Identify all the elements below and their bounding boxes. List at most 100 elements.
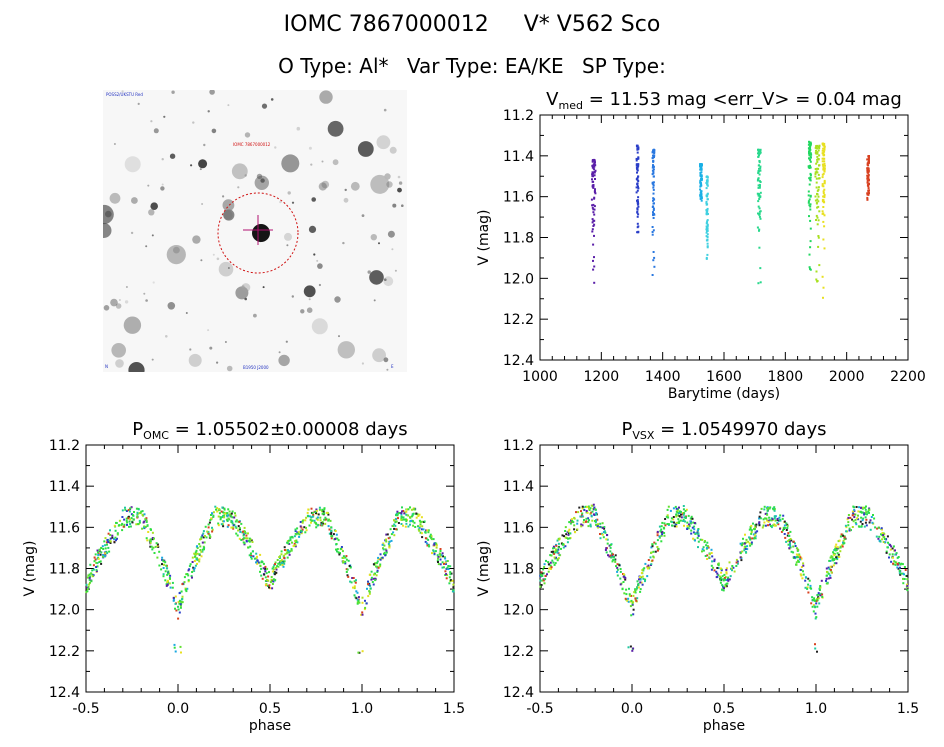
data-point (95, 570, 98, 573)
data-point (381, 543, 384, 546)
data-point (328, 532, 331, 535)
data-point (312, 513, 315, 516)
data-point (739, 542, 742, 545)
data-point (720, 569, 723, 572)
y-tick-label: 12.0 (49, 603, 80, 619)
y-tick-label: 12.0 (503, 271, 534, 287)
data-point (652, 207, 655, 210)
sky-star (161, 158, 164, 161)
data-point (795, 547, 798, 550)
data-point (888, 556, 890, 559)
data-point (719, 567, 722, 570)
data-point (433, 543, 436, 546)
data-point (396, 514, 399, 517)
data-point (155, 542, 158, 545)
data-point (891, 547, 894, 550)
data-point (816, 189, 819, 192)
data-point (699, 538, 702, 541)
data-point (595, 513, 598, 516)
data-point (906, 575, 909, 577)
y-tick-label: 11.8 (49, 562, 80, 578)
target-star (252, 224, 270, 242)
data-point (663, 532, 666, 534)
data-point (809, 178, 812, 181)
data-point (286, 541, 289, 544)
data-point (706, 198, 709, 201)
data-point (424, 537, 427, 540)
data-point (198, 553, 201, 556)
data-point (410, 515, 413, 518)
sky-star (209, 346, 213, 350)
data-point (100, 547, 103, 549)
data-point (227, 517, 230, 520)
data-point (445, 560, 448, 563)
data-point (637, 213, 640, 216)
data-point (624, 577, 627, 579)
data-point (875, 535, 878, 538)
data-point (830, 571, 833, 574)
data-point (896, 562, 899, 565)
data-point (818, 264, 821, 267)
y-tick-label: 12.4 (49, 685, 80, 701)
data-point (372, 577, 375, 580)
data-point (651, 226, 654, 228)
data-point (319, 519, 322, 522)
data-point (581, 515, 584, 518)
data-point (102, 548, 105, 550)
data-point (759, 181, 762, 183)
data-point (330, 526, 333, 529)
data-point (104, 544, 107, 547)
data-point (632, 594, 635, 597)
data-point (376, 571, 379, 573)
sky-star (370, 174, 390, 194)
data-point (594, 178, 596, 180)
y-tick-label: 11.2 (49, 438, 80, 454)
data-point (127, 515, 130, 518)
data-point (570, 518, 573, 521)
data-point (540, 571, 543, 574)
data-point (637, 196, 640, 199)
data-point (547, 561, 550, 564)
data-point (129, 525, 132, 528)
data-point (549, 554, 552, 557)
data-point (130, 506, 133, 509)
data-point (268, 586, 270, 589)
data-point (644, 580, 646, 583)
data-point (680, 513, 682, 516)
data-point (540, 584, 543, 586)
data-point (179, 604, 182, 607)
data-point (310, 521, 312, 524)
data-point (809, 174, 812, 176)
data-point (339, 547, 342, 550)
data-point (273, 564, 276, 567)
data-point (113, 541, 116, 544)
data-point (744, 533, 746, 536)
data-point (819, 585, 822, 587)
data-point (247, 546, 250, 549)
data-point (808, 198, 811, 201)
data-point (868, 189, 870, 192)
data-point (321, 508, 324, 511)
sky-star (318, 182, 327, 191)
data-point (593, 171, 596, 174)
season-group (807, 140, 813, 271)
data-point (397, 517, 399, 520)
data-point (636, 231, 639, 234)
data-point (630, 594, 632, 597)
data-point (122, 525, 125, 528)
data-point (550, 566, 553, 569)
data-point (565, 537, 568, 539)
data-point (631, 602, 634, 605)
data-point (750, 529, 753, 532)
data-point (712, 566, 715, 569)
data-point (825, 577, 828, 580)
data-point (794, 542, 796, 545)
data-point (101, 555, 104, 558)
data-point (419, 531, 422, 534)
data-point (904, 569, 907, 571)
data-point (591, 206, 594, 209)
data-point (282, 565, 285, 568)
data-point (838, 555, 841, 558)
data-point (808, 177, 811, 180)
data-point (201, 534, 204, 537)
